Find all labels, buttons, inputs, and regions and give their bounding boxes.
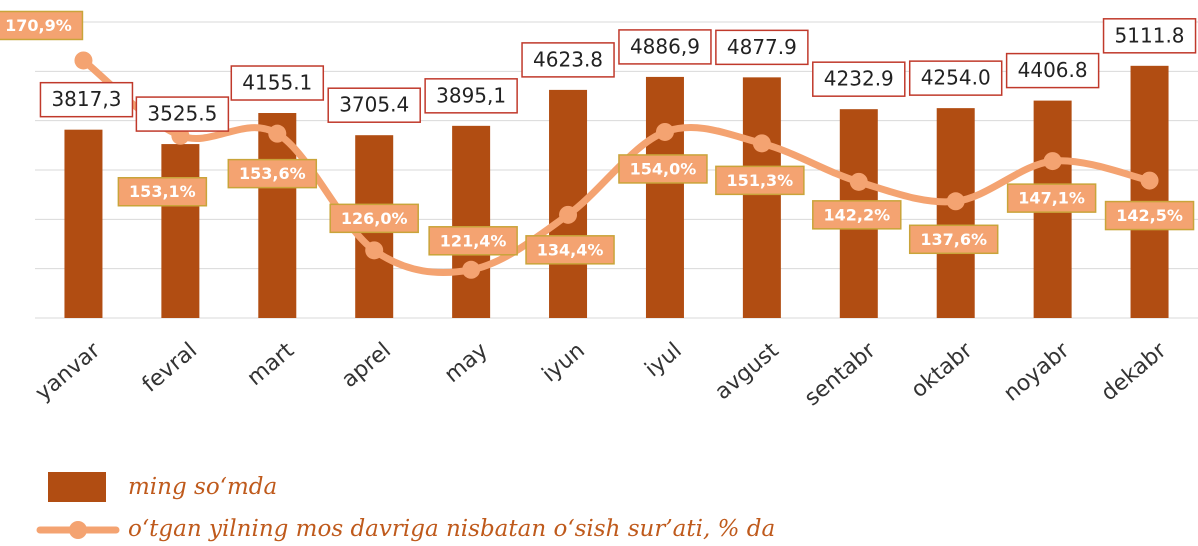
bar-label-box (39, 81, 134, 118)
line-label: 142,5% (1116, 206, 1183, 225)
line-point (74, 51, 93, 70)
bar-label: 4877.9 (727, 35, 797, 59)
x-tick-label: noyabr (999, 337, 1075, 406)
bar-label: 4623.8 (533, 47, 603, 71)
bar-label-box (908, 60, 1003, 96)
line-label: 147,1% (1018, 189, 1085, 208)
x-tick-label: aprel (337, 338, 396, 393)
line-label-box (1104, 200, 1195, 231)
x-tick-label: iyul (641, 338, 687, 382)
x-tick-label: oktabr (907, 337, 978, 403)
bar-label: 3705.4 (339, 93, 409, 117)
line-point (462, 260, 481, 279)
bar-label-box (230, 65, 325, 101)
line-label-box (117, 176, 208, 207)
x-tick-label: mart (243, 338, 300, 391)
line-label: 170,9% (5, 16, 72, 35)
line-label: 137,6% (920, 230, 987, 249)
bar-label: 3895,1 (436, 83, 506, 107)
bar-label: 3817,3 (51, 87, 121, 111)
line-label-box (0, 10, 84, 41)
bar (161, 144, 200, 318)
bar-label-box (1102, 18, 1197, 54)
line-point (1043, 152, 1062, 171)
x-tick-label: iyun (538, 338, 590, 387)
line-label-box (1006, 183, 1097, 213)
bar-label: 5111.8 (1115, 23, 1185, 47)
x-tick-label: dekabr (1097, 337, 1172, 406)
line-point (946, 192, 965, 211)
bar-label-box (715, 29, 809, 66)
bar-label: 4406.8 (1018, 58, 1088, 82)
bar-label-box (135, 96, 230, 132)
line-label-box (428, 226, 518, 256)
bar-label-box (618, 29, 712, 65)
line-point (365, 241, 384, 260)
bar-label-box (327, 87, 421, 123)
line-label: 134,4% (537, 240, 604, 259)
line-point (752, 134, 771, 153)
x-tick-label: avgust (710, 338, 783, 405)
bar (742, 77, 781, 318)
x-tick-label: may (440, 338, 493, 388)
legend-swatch (48, 472, 106, 502)
line-label-box (618, 154, 708, 184)
bar-label: 4232.9 (824, 67, 894, 91)
line-label-box (329, 203, 419, 234)
line-point (268, 124, 287, 143)
line-label: 121,4% (440, 231, 507, 250)
legend-swatch (69, 521, 87, 539)
line-label-box (908, 224, 999, 255)
line-label-box (715, 165, 805, 196)
bar-label: 4886,9 (630, 34, 700, 58)
bar-label-box (424, 78, 518, 114)
line-label: 153,6% (239, 164, 306, 183)
line-label: 154,0% (630, 159, 697, 178)
line-label: 126,0% (341, 209, 408, 228)
bar (452, 125, 491, 318)
line-point (849, 172, 868, 191)
bar-label: 4155.1 (242, 71, 312, 95)
legend-label: o‘tgan yilning mos davriga nisbatan o‘si… (128, 516, 775, 542)
bar-label-box (812, 61, 906, 97)
legend-label: ming so‘mda (128, 474, 277, 500)
x-tick-label: yanvar (31, 337, 106, 406)
line-label-box (227, 158, 318, 189)
bar (645, 76, 684, 318)
bar (64, 129, 103, 318)
line-point (1140, 171, 1159, 190)
line-label: 142,2% (823, 205, 890, 224)
x-tick-label: sentabr (800, 337, 881, 411)
bar-label: 3525.5 (147, 102, 217, 126)
line-label: 153,1% (129, 182, 196, 201)
bar-label-box (1005, 52, 1100, 89)
bar (936, 108, 975, 318)
line-label-box (525, 235, 615, 265)
line-label-box (812, 200, 902, 230)
bar (1130, 65, 1169, 318)
x-tick-label: fevral (138, 338, 202, 398)
bar-label-box (521, 42, 615, 78)
line-label: 151,3% (727, 171, 794, 190)
line-point (559, 205, 578, 224)
bar-label: 4254.0 (921, 66, 991, 90)
line-point (655, 122, 674, 141)
